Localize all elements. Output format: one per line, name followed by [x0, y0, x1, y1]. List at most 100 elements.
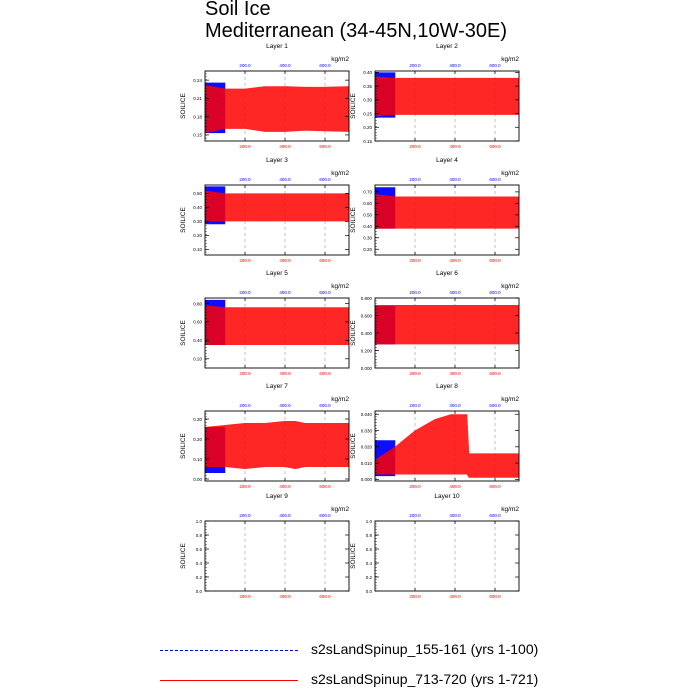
layer-2-plot: Layer 2 kg/m2 0.15 0.20 0.25 0.30 0.35 0.40 200.…	[350, 43, 520, 149]
layer-8-title: Layer 8	[436, 383, 458, 390]
layer-6-bottom-xtick-label: 200.0	[409, 371, 421, 376]
layer-1-series-spinup2	[205, 85, 349, 134]
layer-7-ytick-label: 0.10	[193, 457, 202, 462]
layer-8-series-group	[375, 414, 519, 478]
layer-6-top-xtick-label: 200.0	[409, 290, 421, 295]
layer-5-title: Layer 5	[266, 270, 288, 277]
layer-6-top-xtick-label: 600.0	[489, 290, 501, 295]
layer-10-title: Layer 10	[434, 493, 460, 500]
layer-8-series-spinup2	[375, 414, 519, 478]
layer-10-bottom-xtick-label: 600.0	[489, 594, 501, 599]
layer-10-top-xtick-label: 600.0	[489, 513, 501, 518]
layer-4-units-label: kg/m2	[501, 170, 519, 177]
layer-8-ytick-label: 0.000	[361, 477, 373, 482]
layer-8-ylabel: SOILICE	[350, 433, 357, 459]
layer-1-bottom-xtick-label: 400.0	[279, 144, 291, 149]
layer-6-ylabel: SOILICE	[350, 320, 357, 346]
layer-2-series-spinup2	[375, 76, 519, 117]
layer-5-ytick-label: 0.60	[193, 320, 202, 325]
layer-1-ylabel: SOILICE	[180, 93, 187, 119]
legend-label-spinup1: s2sLandSpinup_155-161 (yrs 1-100)	[311, 641, 539, 657]
layer-7-plot: Layer 7 kg/m2 0.00 0.10 0.20 0.30 200.0 400.0 60…	[180, 383, 350, 489]
layer-1-bottom-xtick-label: 200.0	[239, 144, 251, 149]
layer-2-ytick-label: 0.35	[363, 84, 372, 89]
layer-7-ytick-label: 0.30	[193, 417, 202, 422]
layer-9-ytick-label: 0.8	[196, 533, 203, 538]
layer-8-units-label: kg/m2	[501, 396, 519, 403]
layer-10-ylabel: SOILICE	[350, 543, 357, 569]
layer-4-ytick-label: 0.50	[363, 213, 372, 218]
layer-2-ytick-label: 0.40	[363, 70, 372, 75]
layer-3-title: Layer 3	[266, 157, 288, 164]
layer-5-bottom-xtick-label: 400.0	[279, 371, 291, 376]
layer-6-series-group	[375, 305, 519, 345]
layer-10-top-xtick-label: 400.0	[449, 513, 461, 518]
layer-6-ytick-label: 0.600	[361, 313, 373, 318]
layer-2-title: Layer 2	[436, 43, 458, 50]
layer-5-bottom-xtick-label: 200.0	[239, 371, 251, 376]
chart-title: Soil Ice	[205, 0, 271, 20]
layer-7-top-xtick-label: 600.0	[319, 403, 331, 408]
layer-6-ytick-label: 0.200	[361, 348, 373, 353]
layer-5-top-xtick-label: 400.0	[279, 290, 291, 295]
layer-3-units-label: kg/m2	[331, 170, 349, 177]
layer-4-ytick-label: 0.30	[363, 236, 372, 241]
layer-9-top-xtick-label: 400.0	[279, 513, 291, 518]
layer-10-ytick-label: 0.4	[366, 561, 373, 566]
layer-9-plot: Layer 9 kg/m2 0.0 0.2 0.4 0.6 0.8 1.0 200.0 400.0…	[180, 493, 350, 599]
layer-2-bottom-xtick-label: 200.0	[409, 144, 421, 149]
layer-3-ytick-label: 0.10	[193, 247, 202, 252]
layer-8-ytick-label: 0.010	[361, 461, 373, 466]
layer-5-ylabel: SOILICE	[180, 320, 187, 346]
layer-3-ylabel: SOILICE	[180, 207, 187, 233]
layer-2-top-xtick-label: 200.0	[409, 63, 421, 68]
layer-2-bottom-xtick-label: 600.0	[489, 144, 501, 149]
layer-4-top-xtick-label: 400.0	[449, 177, 461, 182]
legend-line-spinup1	[160, 650, 298, 651]
layer-10-bottom-xtick-label: 400.0	[449, 594, 461, 599]
layer-9-ytick-label: 0.2	[196, 575, 203, 580]
layer-6-ytick-label: 0.800	[361, 296, 373, 301]
layer-8-bottom-xtick-label: 600.0	[489, 484, 501, 489]
layer-5-series-spinup2	[205, 305, 349, 345]
layer-3-top-xtick-label: 600.0	[319, 177, 331, 182]
layer-9-bottom-xtick-label: 200.0	[239, 594, 251, 599]
layer-8-top-xtick-label: 400.0	[449, 403, 461, 408]
layer-8-top-xtick-label: 200.0	[409, 403, 421, 408]
layer-9-ylabel: SOILICE	[180, 543, 187, 569]
layer-3-ytick-label: 0.20	[193, 233, 202, 238]
layer-6-ytick-label: 0.000	[361, 366, 373, 371]
layer-7-ylabel: SOILICE	[180, 433, 187, 459]
layer-9-frame	[204, 520, 350, 592]
layer-3-ytick-label: 0.50	[193, 191, 202, 196]
layer-1-ytick-label: 0.21	[193, 96, 202, 101]
layer-5-ytick-label: 0.20	[193, 357, 202, 362]
layer-6-units-label: kg/m2	[501, 283, 519, 290]
layer-2-ytick-label: 0.15	[363, 139, 372, 144]
legend-line-spinup2	[160, 680, 298, 681]
layer-7-bottom-xtick-label: 600.0	[319, 484, 331, 489]
layer-3-ytick-label: 0.30	[193, 219, 202, 224]
layer-3-top-xtick-label: 400.0	[279, 177, 291, 182]
layer-7-series-spinup2	[205, 421, 349, 469]
layer-2-ytick-label: 0.20	[363, 125, 372, 130]
layer-3-series-group	[205, 186, 349, 225]
layer-2-series-group	[375, 72, 519, 118]
layer-9-ytick-label: 1.0	[196, 519, 203, 524]
layer-2-top-xtick-label: 400.0	[449, 63, 461, 68]
layer-1-plot: Layer 1 kg/m2 0.15 0.18 0.21 0.24 200.0 400.0 60…	[180, 43, 350, 149]
layer-4-bottom-xtick-label: 600.0	[489, 258, 501, 263]
layer-8-top-xtick-label: 600.0	[489, 403, 501, 408]
layer-5-bottom-xtick-label: 600.0	[319, 371, 331, 376]
layer-3-series-spinup2	[205, 190, 349, 222]
layer-9-bottom-xtick-label: 600.0	[319, 594, 331, 599]
layer-7-title: Layer 7	[266, 383, 288, 390]
layer-3-bottom-xtick-label: 400.0	[279, 258, 291, 263]
layer-4-plot: Layer 4 kg/m2 0.20 0.30 0.40 0.50 0.60 0.70 200.…	[350, 157, 520, 263]
layer-6-title: Layer 6	[436, 270, 458, 277]
layer-2-top-xtick-label: 600.0	[489, 63, 501, 68]
layer-10-ytick-label: 0.6	[366, 547, 373, 552]
layer-8-bottom-xtick-label: 400.0	[449, 484, 461, 489]
layer-7-ytick-label: 0.20	[193, 437, 202, 442]
layer-3-ytick-label: 0.40	[193, 205, 202, 210]
